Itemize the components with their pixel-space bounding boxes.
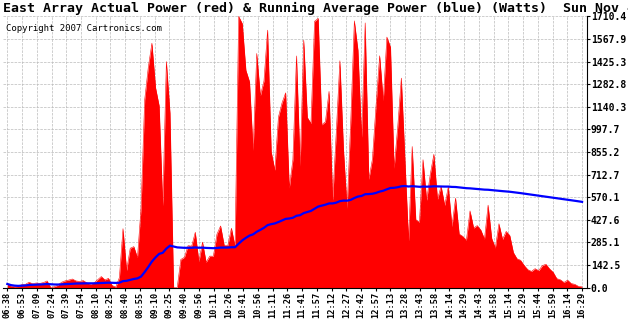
Text: East Array Actual Power (red) & Running Average Power (blue) (Watts)  Sun Nov 4 : East Array Actual Power (red) & Running …	[3, 2, 628, 15]
Text: Copyright 2007 Cartronics.com: Copyright 2007 Cartronics.com	[6, 24, 161, 34]
